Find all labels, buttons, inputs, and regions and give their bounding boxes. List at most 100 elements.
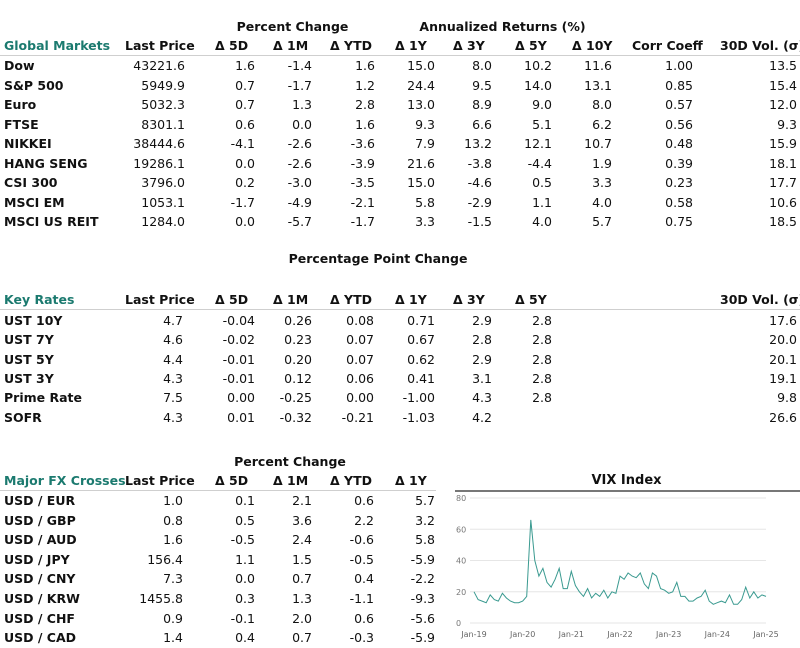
row-label: FTSE xyxy=(4,116,39,132)
cell-value: -3.9 xyxy=(350,155,375,171)
cell-value: 1.0 xyxy=(163,493,183,508)
cell-value: 9.5 xyxy=(472,77,492,93)
column-header: Δ 5Y xyxy=(515,38,547,53)
cell-value: 19286.1 xyxy=(133,155,185,171)
column-header: Last Price xyxy=(125,473,195,488)
cell-value: 8.0 xyxy=(472,58,492,73)
y-tick-label: 60 xyxy=(456,525,466,534)
cell-value: 0.9 xyxy=(163,610,183,626)
cell-value: 13.2 xyxy=(464,136,492,151)
row-label: USD / EUR xyxy=(4,493,76,508)
row-label: USD / CHF xyxy=(4,610,75,626)
row-label: Dow xyxy=(4,58,35,73)
cell-value: 5.8 xyxy=(415,532,435,548)
cell-value: 0.6 xyxy=(354,493,374,508)
cell-value: 3.3 xyxy=(415,214,435,229)
row-label: S&P 500 xyxy=(4,77,64,93)
cell-value: 17.7 xyxy=(769,175,797,190)
column-header: Corr Coeff xyxy=(632,38,703,53)
cell-value: 18.1 xyxy=(769,155,797,171)
cell-value: 0.26 xyxy=(284,313,312,328)
cell-value: 0.58 xyxy=(665,194,693,210)
cell-value: 0.2 xyxy=(235,175,255,190)
table-title-header: Global Markets xyxy=(4,38,111,53)
cell-value: -0.04 xyxy=(222,313,255,328)
cell-value: 3.3 xyxy=(592,175,612,190)
row-label: NIKKEI xyxy=(4,136,52,151)
cell-value: 0.48 xyxy=(665,136,693,151)
column-header: 30D Vol. (σ) xyxy=(720,38,800,53)
cell-value: 2.8 xyxy=(472,332,492,348)
cell-value: 4.3 xyxy=(163,409,183,425)
cell-value: 0.8 xyxy=(163,512,183,528)
row-label: USD / AUD xyxy=(4,532,77,548)
cell-value: -0.3 xyxy=(349,630,374,646)
row-label: MSCI US REIT xyxy=(4,214,99,229)
column-header: Δ 5Y xyxy=(515,292,547,307)
cell-value: 8301.1 xyxy=(141,116,185,132)
cell-value: 6.2 xyxy=(592,116,612,132)
cell-value: 10.6 xyxy=(769,194,797,210)
cell-value: 0.23 xyxy=(665,175,693,190)
cell-value: -2.9 xyxy=(467,194,492,210)
cell-value: -1.7 xyxy=(230,194,255,210)
cell-value: 0.00 xyxy=(346,390,374,406)
cell-value: 0.1 xyxy=(235,493,255,508)
cell-value: 1284.0 xyxy=(141,214,185,229)
cell-value: -0.32 xyxy=(279,409,312,425)
column-header: Δ 1M xyxy=(273,38,309,53)
cell-value: 4.0 xyxy=(592,194,612,210)
cell-value: -0.1 xyxy=(230,610,255,626)
cell-value: 1.1 xyxy=(235,551,255,567)
annualized-returns-group-header: Annualized Returns (%) xyxy=(419,19,586,34)
cell-value: 4.2 xyxy=(472,409,492,425)
column-header: Last Price xyxy=(125,292,195,307)
cell-value: 0.7 xyxy=(292,571,312,587)
cell-value: 2.8 xyxy=(532,370,552,386)
column-header: Δ YTD xyxy=(330,292,372,307)
x-tick-label: Jan-21 xyxy=(558,630,584,639)
cell-value: -4.4 xyxy=(527,155,552,171)
cell-value: 13.5 xyxy=(769,58,797,73)
cell-value: 43221.6 xyxy=(133,58,185,73)
cell-value: 2.8 xyxy=(532,313,552,328)
row-label: USD / GBP xyxy=(4,512,76,528)
cell-value: 0.3 xyxy=(235,591,255,606)
cell-value: 0.7 xyxy=(235,97,255,112)
cell-value: 4.0 xyxy=(532,214,552,229)
column-header: Δ 1Y xyxy=(395,473,427,488)
cell-value: 15.4 xyxy=(769,77,797,93)
cell-value: 0.67 xyxy=(407,332,435,348)
row-label: UST 10Y xyxy=(4,313,63,328)
cell-value: 1.3 xyxy=(292,591,312,606)
cell-value: 15.9 xyxy=(769,136,797,151)
column-header: Last Price xyxy=(125,38,195,53)
cell-value: 12.0 xyxy=(769,97,797,112)
cell-value: 2.9 xyxy=(472,313,492,328)
cell-value: 1.00 xyxy=(665,58,693,73)
x-tick-label: Jan-19 xyxy=(460,630,486,639)
cell-value: 1.6 xyxy=(355,58,375,73)
cell-value: 2.9 xyxy=(472,351,492,367)
cell-value: 1.3 xyxy=(292,97,312,112)
cell-value: 1.2 xyxy=(355,77,375,93)
cell-value: 17.6 xyxy=(769,313,797,328)
cell-value: -1.5 xyxy=(467,214,492,229)
cell-value: 156.4 xyxy=(147,551,183,567)
vix-chart-title: VIX Index xyxy=(591,473,662,488)
cell-value: 7.9 xyxy=(415,136,435,151)
cell-value: 0.08 xyxy=(346,313,374,328)
header-divider xyxy=(0,490,436,491)
column-header: Δ 10Y xyxy=(572,38,613,53)
cell-value: -2.1 xyxy=(350,194,375,210)
cell-value: -0.5 xyxy=(349,551,374,567)
cell-value: 0.75 xyxy=(665,214,693,229)
cell-value: -2.6 xyxy=(287,155,312,171)
cell-value: 20.1 xyxy=(769,351,797,367)
cell-value: 2.8 xyxy=(532,332,552,348)
cell-value: 2.8 xyxy=(355,97,375,112)
fx-percent-change-header: Percent Change xyxy=(234,454,346,469)
column-header: Δ 5D xyxy=(215,473,249,488)
cell-value: 2.4 xyxy=(292,532,312,548)
cell-value: 0.07 xyxy=(346,332,374,348)
